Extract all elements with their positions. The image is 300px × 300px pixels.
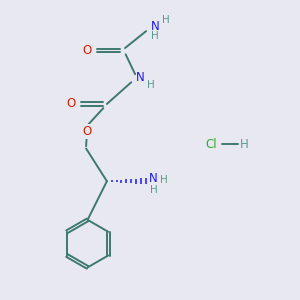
Text: O: O [66,98,75,110]
Text: H: H [160,175,168,185]
Text: O: O [82,44,91,57]
Text: H: H [150,185,158,195]
Text: H: H [163,15,170,25]
Text: N: N [136,71,145,84]
Text: N: N [151,20,160,33]
Text: H: H [240,138,249,151]
Text: N: N [149,172,158,185]
Text: O: O [82,125,91,138]
Text: H: H [152,32,159,41]
Text: H: H [147,80,155,90]
Text: Cl: Cl [205,138,217,151]
